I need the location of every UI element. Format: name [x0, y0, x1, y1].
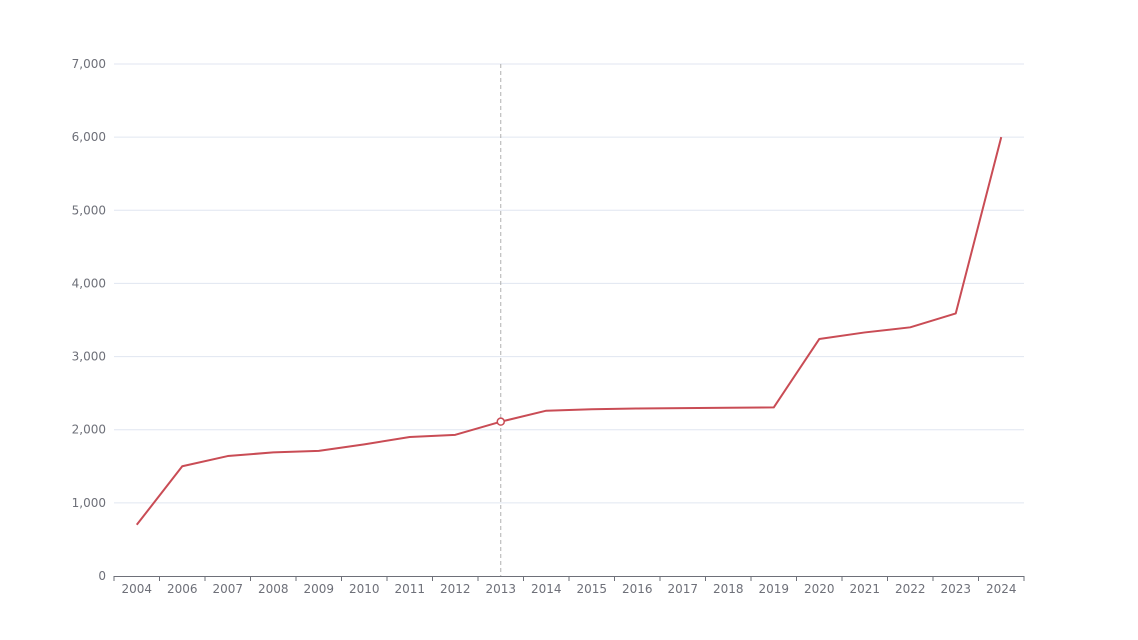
x-tick-label: 2018	[713, 582, 744, 596]
data-point[interactable]	[681, 406, 685, 410]
data-point[interactable]	[271, 450, 275, 454]
y-tick-label: 0	[98, 569, 106, 583]
x-tick-label: 2006	[167, 582, 198, 596]
data-point[interactable]	[772, 405, 776, 409]
y-tick-label: 4,000	[72, 276, 106, 290]
x-tick-label: 2022	[895, 582, 926, 596]
y-tick-label: 6,000	[72, 130, 106, 144]
x-tick-label: 2020	[804, 582, 835, 596]
x-tick-label: 2017	[667, 582, 698, 596]
x-tick-label: 2007	[212, 582, 243, 596]
x-tick-label: 2010	[349, 582, 380, 596]
data-point[interactable]	[226, 454, 230, 458]
data-point[interactable]	[408, 435, 412, 439]
data-point[interactable]	[908, 325, 912, 329]
data-point[interactable]	[863, 330, 867, 334]
y-tick-label: 5,000	[72, 203, 106, 217]
x-tick-label: 2014	[531, 582, 562, 596]
data-point[interactable]	[180, 464, 184, 468]
x-tick-label: 2011	[394, 582, 425, 596]
x-axis: 2004 2006 2007 2008 2009 2010 2011 2012 2013 2014…	[113, 576, 1025, 596]
x-tick-label: 2023	[940, 582, 971, 596]
series	[135, 135, 1003, 527]
data-point[interactable]	[590, 407, 594, 411]
x-tick-label: 2008	[258, 582, 289, 596]
data-point[interactable]	[453, 433, 457, 437]
y-tick-label: 7,000	[72, 57, 106, 71]
x-tick-label: 2021	[849, 582, 880, 596]
y-tick-label: 3,000	[72, 350, 106, 364]
x-tick-label: 2009	[303, 582, 334, 596]
data-point[interactable]	[544, 409, 548, 413]
y-axis: 0 1,000 2,000 3,000 4,000 5,000 6,000 7,000	[72, 57, 106, 583]
series-line	[135, 136, 1003, 526]
x-tick-label: 2019	[758, 582, 789, 596]
data-point[interactable]	[362, 442, 366, 446]
data-point[interactable]	[317, 449, 321, 453]
y-tick-label: 1,000	[72, 496, 106, 510]
data-point[interactable]	[635, 407, 639, 411]
data-point[interactable]	[999, 135, 1003, 139]
x-tick-label: 2015	[576, 582, 607, 596]
data-point[interactable]	[726, 406, 730, 410]
x-tick-label: 2004	[121, 582, 152, 596]
x-tick-label: 2012	[440, 582, 471, 596]
y-tick-label: 2,000	[72, 423, 106, 437]
data-point[interactable]	[954, 311, 958, 315]
x-tick-label: 2016	[622, 582, 653, 596]
data-point[interactable]	[135, 523, 139, 527]
highlighted-data-point[interactable]	[496, 417, 505, 426]
grid	[114, 63, 1024, 504]
data-point[interactable]	[817, 337, 821, 341]
x-tick-label: 2013	[485, 582, 516, 596]
x-tick-label: 2024	[986, 582, 1017, 596]
